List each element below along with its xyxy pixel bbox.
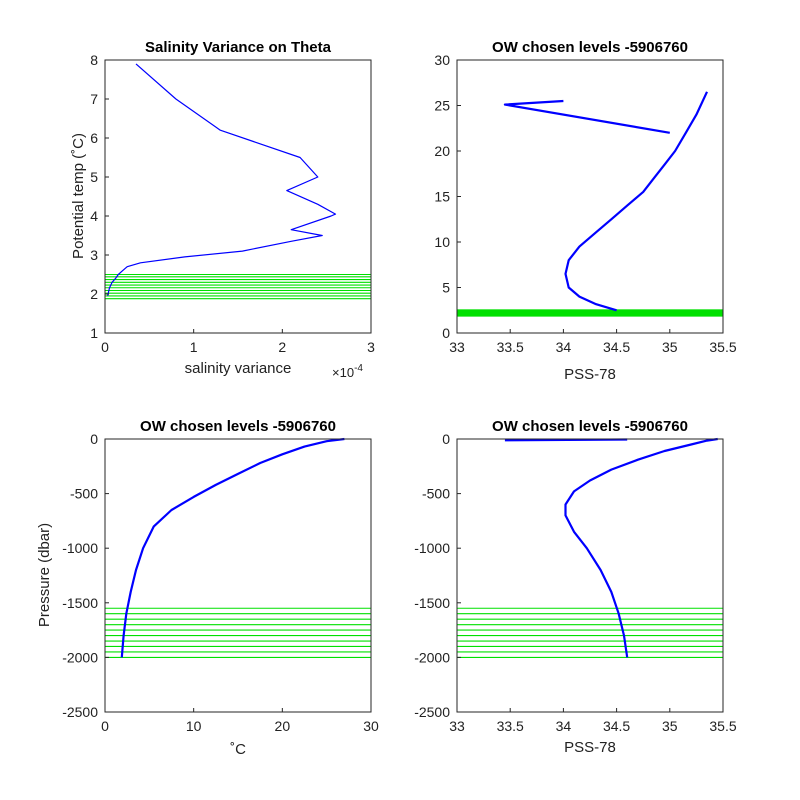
y-tick-label: -1500 <box>414 595 450 611</box>
chart-title: Salinity Variance on Theta <box>145 39 332 56</box>
series-layer <box>105 63 371 300</box>
y-tick-label: -1000 <box>62 540 98 556</box>
y-tick-label: 6 <box>90 130 98 146</box>
y-axis-label: Pressure (dbar) <box>36 523 53 627</box>
panel-salinity-theta: OW chosen levels -5906760 33 33.5 34 34.5 35… <box>434 39 736 383</box>
series-layer <box>457 91 723 317</box>
ticks-layer: 33 33.5 34 34.5 35 35.5 0 5 10 15 20 25 30 <box>434 52 736 355</box>
series-line <box>120 437 345 658</box>
x-tick-label: 35.5 <box>709 718 736 734</box>
x-tick-label: 35 <box>662 339 678 355</box>
x-axis-label: ˚C <box>230 741 246 758</box>
y-tick-label: -500 <box>422 486 450 502</box>
x-axis-exponent-power: -4 <box>354 363 363 374</box>
x-tick-label: 34 <box>556 718 572 734</box>
y-tick-label: 0 <box>442 431 450 447</box>
x-tick-label: 33.5 <box>497 339 524 355</box>
panel-salinity-variance: Salinity Variance on Theta 0 1 2 312345678 … <box>70 39 375 380</box>
x-tick-label: 34.5 <box>603 339 630 355</box>
ticks-layer: 0 10 20 30 -2500 -2000 -1500 -1000 -500 0 <box>62 431 379 734</box>
chart-title: OW chosen levels -5906760 <box>492 418 688 435</box>
ticks-layer: 33 33.5 34 34.5 35 35.5 -2500 -2000 -1500 -1000 -5… <box>414 431 737 734</box>
y-tick-label: 0 <box>90 431 98 447</box>
panel-salinity-pressure: OW chosen levels -5906760 33 33.5 34 34.5 35… <box>414 418 737 756</box>
y-tick-label: 0 <box>442 325 450 341</box>
series-line <box>107 63 337 297</box>
x-tick-label: 20 <box>275 718 291 734</box>
x-tick-label: 35 <box>662 718 678 734</box>
y-tick-label: -2500 <box>62 704 98 720</box>
series-line <box>564 437 718 658</box>
y-tick-label: -2500 <box>414 704 450 720</box>
y-tick-label: -1500 <box>62 595 98 611</box>
y-tick-label: 7 <box>90 91 98 107</box>
y-tick-label: 30 <box>434 52 450 68</box>
x-tick-label: 0 <box>101 718 109 734</box>
chart-title: OW chosen levels -5906760 <box>492 39 688 56</box>
y-tick-label: 2 <box>90 286 98 302</box>
x-axis-label: salinity variance <box>185 360 292 377</box>
series-layer <box>105 437 371 658</box>
y-tick-label: -1000 <box>414 540 450 556</box>
x-tick-label: 10 <box>186 718 202 734</box>
x-tick-label: 3 <box>367 339 375 355</box>
y-tick-label: 4 <box>90 208 98 224</box>
y-tick-label: 5 <box>90 169 98 185</box>
y-tick-label: -2000 <box>414 649 450 665</box>
plot-area-frame <box>456 438 724 713</box>
series-line <box>564 91 708 312</box>
series-line <box>504 438 628 442</box>
y-tick-label: 8 <box>90 52 98 68</box>
y-tick-label: -2000 <box>62 649 98 665</box>
plot-area-frame <box>104 438 372 713</box>
plot-area-frame <box>456 59 724 334</box>
x-tick-label: 34 <box>556 339 572 355</box>
series-layer <box>457 437 723 658</box>
x-axis-label: PSS-78 <box>564 739 616 756</box>
panel-temperature-pressure: OW chosen levels -5906760 0 10 20 30 -2500 -2… <box>36 418 379 758</box>
x-tick-label: 34.5 <box>603 718 630 734</box>
x-tick-label: 33 <box>449 718 465 734</box>
y-axis-label: Potential temp (˚C) <box>70 133 87 259</box>
x-tick-label: 30 <box>363 718 379 734</box>
y-tick-label: 10 <box>434 234 450 250</box>
y-tick-label: 25 <box>434 98 450 114</box>
x-tick-label: 0 <box>101 339 109 355</box>
series-line <box>503 99 670 134</box>
y-tick-label: 3 <box>90 247 98 263</box>
x-tick-label: 2 <box>278 339 286 355</box>
y-tick-label: -500 <box>70 486 98 502</box>
x-axis-exponent-base: ×10 <box>332 365 354 380</box>
y-tick-label: 1 <box>90 325 98 341</box>
x-tick-label: 35.5 <box>709 339 736 355</box>
x-tick-label: 1 <box>190 339 198 355</box>
y-tick-label: 5 <box>442 280 450 296</box>
x-tick-label: 33 <box>449 339 465 355</box>
x-axis-exponent: ×10-4 <box>332 363 363 380</box>
y-tick-label: 20 <box>434 143 450 159</box>
y-tick-label: 15 <box>434 189 450 205</box>
x-tick-label: 33.5 <box>497 718 524 734</box>
chart-title: OW chosen levels -5906760 <box>140 418 336 435</box>
plot-area-frame <box>104 59 372 334</box>
x-axis-label: PSS-78 <box>564 366 616 383</box>
reference-level-band <box>457 309 723 317</box>
